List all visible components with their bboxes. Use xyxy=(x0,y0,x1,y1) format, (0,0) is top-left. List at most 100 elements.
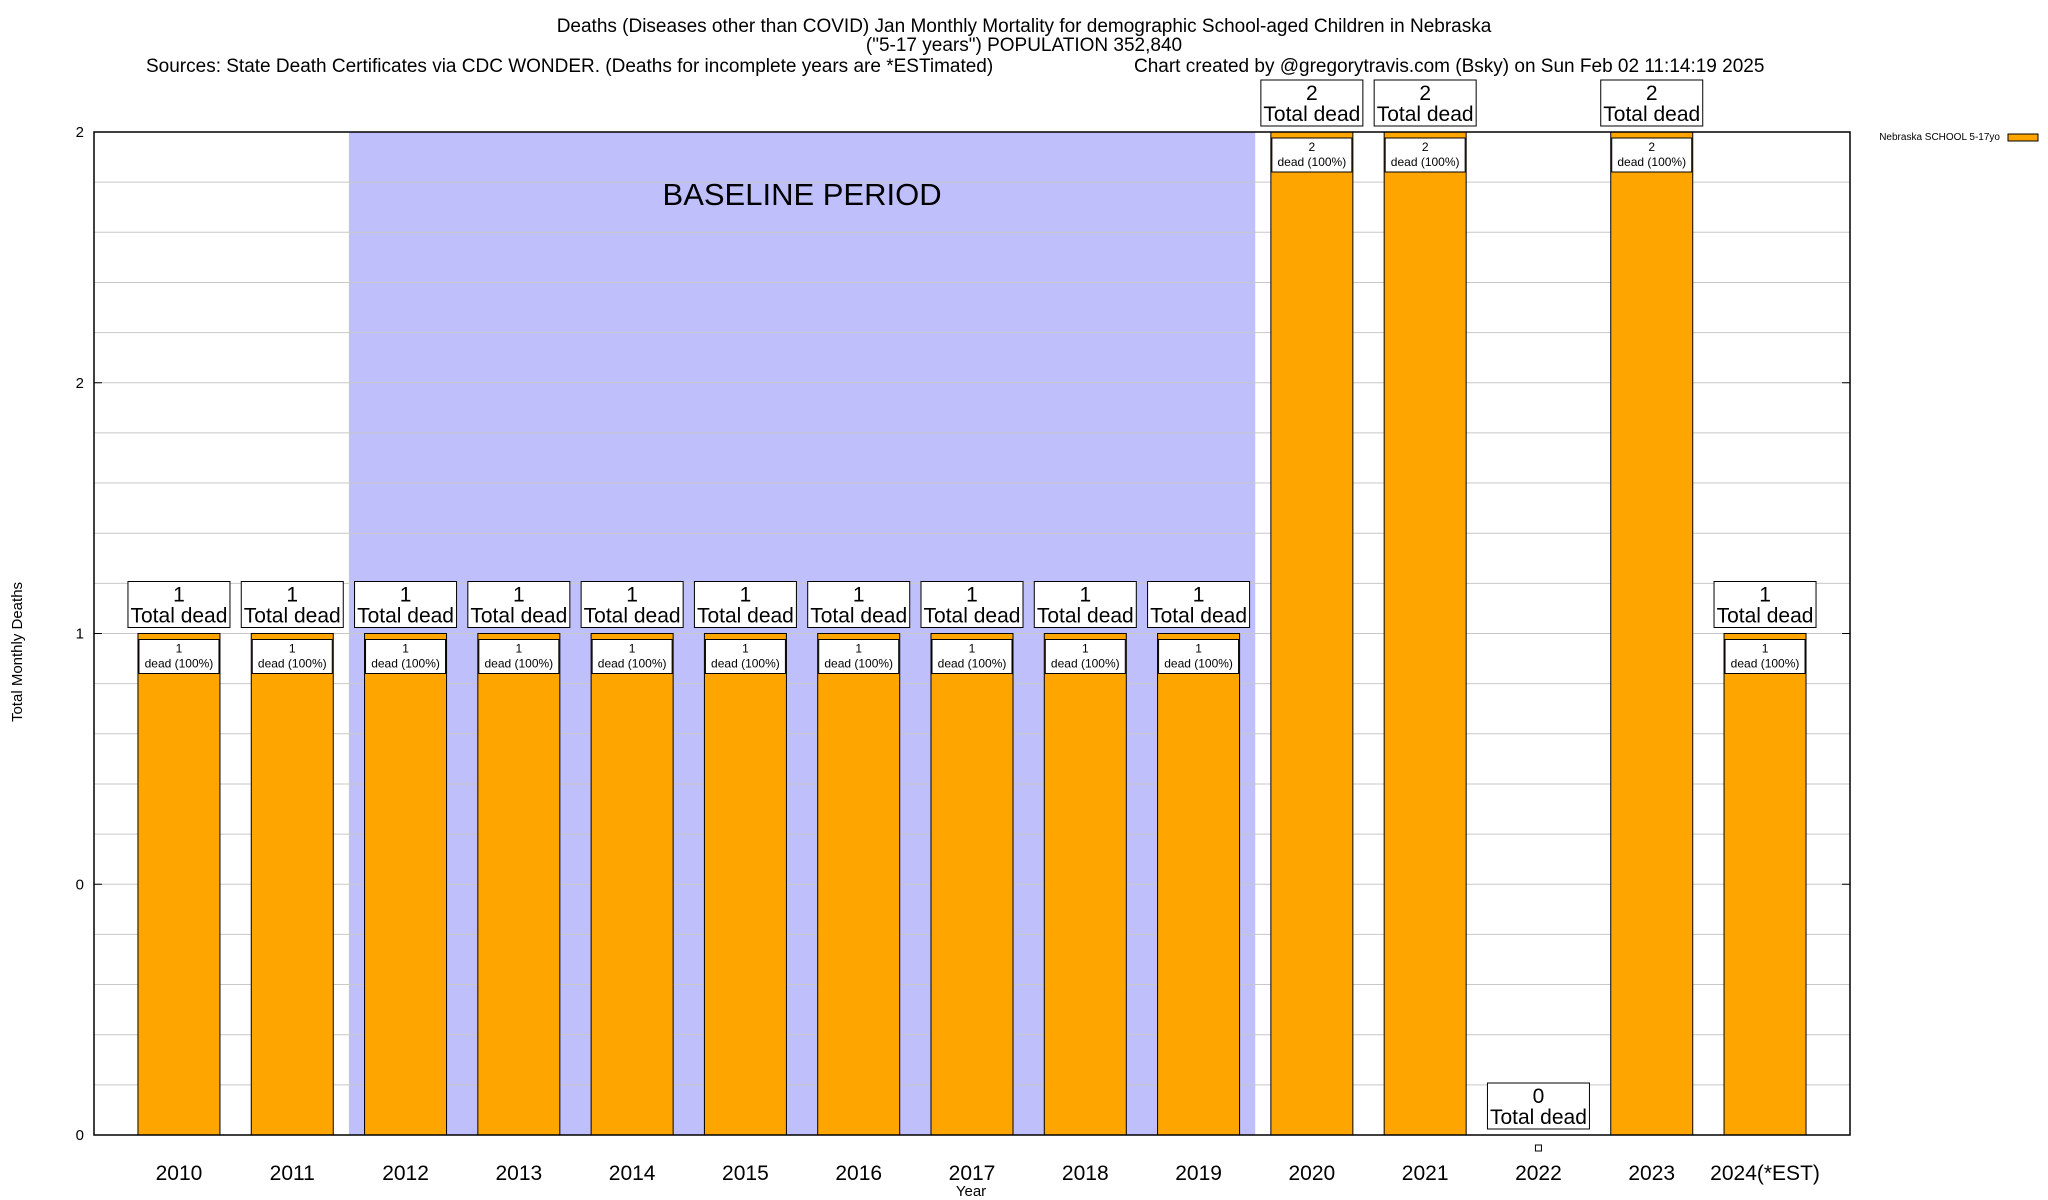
segment-count-label: 1 xyxy=(515,642,522,656)
segment-count-label: 1 xyxy=(402,642,409,656)
bar xyxy=(364,633,448,1136)
total-label-box xyxy=(920,581,1024,628)
total-dead-label: Total dead xyxy=(244,605,341,628)
x-tick-label: 2018 xyxy=(1062,1162,1109,1185)
segment-count-label: 1 xyxy=(629,642,636,656)
x-tick-label: 2010 xyxy=(156,1162,203,1185)
y-tick-label: 0 xyxy=(76,876,84,893)
segment-label-box xyxy=(138,639,220,674)
total-count-label: 1 xyxy=(286,584,298,607)
x-tick-label: 2012 xyxy=(382,1162,429,1185)
legend-label: Nebraska SCHOOL 5-17yo xyxy=(1879,132,2000,143)
segment-count-label: 2 xyxy=(1422,140,1429,154)
total-label-box xyxy=(1147,581,1251,628)
bar xyxy=(1723,633,1807,1136)
segment-percent-label: dead (100%) xyxy=(711,657,780,671)
segment-count-label: 2 xyxy=(1648,140,1655,154)
bar xyxy=(1270,131,1354,1136)
total-count-label: 1 xyxy=(853,584,865,607)
total-label-box xyxy=(1033,581,1137,628)
segment-label-box xyxy=(1384,137,1466,173)
segment-percent-label: dead (100%) xyxy=(484,657,553,671)
total-label-box xyxy=(354,581,458,628)
segment-count-label: 1 xyxy=(855,642,862,656)
total-dead-label: Total dead xyxy=(1150,605,1247,628)
segment-label-box xyxy=(1158,639,1240,674)
segment-percent-label: dead (100%) xyxy=(598,657,667,671)
segment-percent-label: dead (100%) xyxy=(1617,155,1686,169)
total-label-box xyxy=(1600,79,1704,127)
bar xyxy=(590,633,674,1136)
total-count-label: 1 xyxy=(966,584,978,607)
total-label-box xyxy=(1713,581,1817,628)
segment-percent-label: dead (100%) xyxy=(258,657,327,671)
total-dead-label: Total dead xyxy=(1490,1106,1587,1129)
segment-label-box xyxy=(478,639,560,674)
x-axis-label: Year xyxy=(956,1183,986,1200)
x-tick-label: 2022 xyxy=(1515,1162,1562,1185)
total-dead-label: Total dead xyxy=(1037,605,1134,628)
x-tick-label: 2016 xyxy=(835,1162,882,1185)
segment-label-box xyxy=(704,639,786,674)
zero-marker xyxy=(1534,1144,1542,1152)
x-tick-label: 2011 xyxy=(270,1162,315,1185)
x-tick-label: 2020 xyxy=(1289,1162,1336,1185)
total-count-label: 2 xyxy=(1306,82,1318,105)
total-count-label: 2 xyxy=(1419,82,1431,105)
x-tick-label: 2017 xyxy=(949,1162,996,1185)
segment-percent-label: dead (100%) xyxy=(1164,657,1233,671)
total-dead-label: Total dead xyxy=(470,605,567,628)
segment-count-label: 2 xyxy=(1309,140,1316,154)
segment-percent-label: dead (100%) xyxy=(824,657,893,671)
segment-count-label: 1 xyxy=(1195,642,1202,656)
total-dead-label: Total dead xyxy=(924,605,1021,628)
total-label-box xyxy=(467,581,571,628)
total-count-label: 1 xyxy=(513,584,525,607)
y-tick-label: 2 xyxy=(76,375,84,392)
segment-percent-label: dead (100%) xyxy=(1278,155,1347,169)
y-tick-label: 2 xyxy=(76,124,84,141)
total-count-label: 1 xyxy=(1079,584,1091,607)
total-count-label: 0 xyxy=(1533,1085,1545,1108)
total-count-label: 1 xyxy=(173,584,185,607)
segment-label-box xyxy=(1044,639,1126,674)
x-tick-label: 2021 xyxy=(1402,1162,1449,1185)
bar xyxy=(250,633,334,1136)
x-tick-label: 2024(*EST) xyxy=(1710,1162,1820,1185)
x-tick-label: 2015 xyxy=(722,1162,769,1185)
segment-count-label: 1 xyxy=(1082,642,1089,656)
bar xyxy=(137,633,221,1136)
total-dead-label: Total dead xyxy=(584,605,681,628)
segment-label-box xyxy=(251,639,333,674)
segment-count-label: 1 xyxy=(742,642,749,656)
total-label-box xyxy=(580,581,684,628)
total-count-label: 1 xyxy=(1193,584,1205,607)
segment-label-box xyxy=(1724,639,1806,674)
total-count-label: 1 xyxy=(1759,584,1771,607)
bar xyxy=(1383,131,1467,1136)
bar xyxy=(703,633,787,1136)
total-label-box xyxy=(127,581,231,628)
total-dead-label: Total dead xyxy=(1603,103,1700,126)
segment-label-box xyxy=(365,639,447,674)
segment-count-label: 1 xyxy=(1762,642,1769,656)
total-label-box xyxy=(240,581,344,628)
segment-count-label: 1 xyxy=(969,642,976,656)
chart-header: Deaths (Diseases other than COVID) Jan M… xyxy=(146,16,1764,77)
total-label-box xyxy=(693,581,797,628)
chart-subtitle: ("5-17 years") POPULATION 352,840 xyxy=(866,35,1182,56)
total-dead-label: Total dead xyxy=(1263,103,1360,126)
chart-credit: Chart created by @gregorytravis.com (Bsk… xyxy=(1134,56,1764,77)
total-dead-label: Total dead xyxy=(357,605,454,628)
total-label-box xyxy=(1486,1082,1590,1130)
total-count-label: 1 xyxy=(626,584,638,607)
bar xyxy=(1610,131,1694,1136)
bar xyxy=(477,633,561,1136)
segment-label-box xyxy=(1611,137,1693,173)
segment-percent-label: dead (100%) xyxy=(371,657,440,671)
total-dead-label: Total dead xyxy=(810,605,907,628)
bar xyxy=(1157,633,1241,1136)
total-count-label: 1 xyxy=(740,584,752,607)
bar xyxy=(1043,633,1127,1136)
x-tick-label: 2013 xyxy=(495,1162,542,1185)
